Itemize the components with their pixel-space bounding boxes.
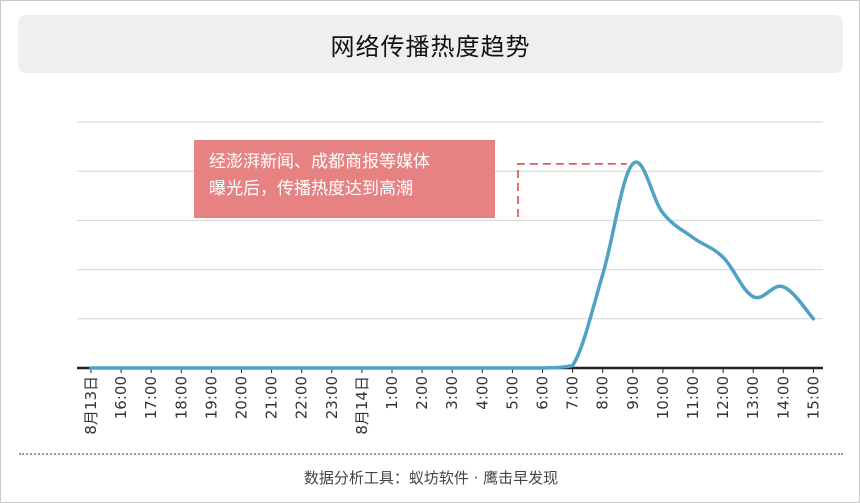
x-tick-label: 18:00	[172, 376, 190, 419]
x-tick-label: 8月14日	[353, 376, 371, 435]
peak-annotation: 经澎湃新闻、成都商报等媒体 曝光后，传播热度达到高潮	[209, 152, 430, 199]
x-tick-label: 19:00	[202, 376, 220, 419]
x-tick-label: 11:00	[684, 376, 702, 419]
footer-credit: 数据分析工具：蚁坊软件 · 鹰击早发现	[303, 469, 559, 487]
footer-divider	[19, 453, 843, 455]
x-tick-label: 10:00	[654, 376, 672, 419]
x-tick-label: 23:00	[323, 376, 341, 419]
x-tick-label: 21:00	[263, 376, 281, 419]
x-tick-label: 22:00	[293, 376, 311, 419]
x-tick-label: 8月13日	[82, 376, 100, 435]
title-bar: 网络传播热度趋势	[18, 15, 843, 73]
x-tick-label: 13:00	[744, 376, 762, 419]
x-tick-label: 5:00	[503, 376, 521, 410]
x-tick-label: 12:00	[714, 376, 732, 419]
x-tick-label: 20:00	[233, 376, 251, 419]
x-tick-label: 7:00	[564, 376, 582, 410]
peak-connector	[517, 163, 627, 217]
x-tick-label: 3:00	[443, 376, 461, 410]
annotation-box	[194, 140, 495, 218]
x-tick-label: 6:00	[534, 376, 552, 410]
x-tick-label: 4:00	[473, 376, 491, 410]
x-tick-label: 2:00	[413, 376, 431, 410]
x-tick-label: 1:00	[383, 376, 401, 410]
series-line	[89, 160, 816, 370]
x-tick-label: 9:00	[624, 376, 642, 410]
x-tick-label: 14:00	[774, 376, 792, 419]
x-tick-label: 16:00	[112, 376, 130, 419]
chart-title: 网络传播热度趋势	[330, 32, 531, 61]
x-tick-label: 17:00	[142, 376, 160, 419]
x-tick-label: 8:00	[594, 376, 612, 410]
x-tick-label: 15:00	[804, 376, 822, 419]
line-chart: 8月13日 16:00 17:00 18:00 19:00 20:00 21:00 22:00…	[77, 121, 823, 435]
